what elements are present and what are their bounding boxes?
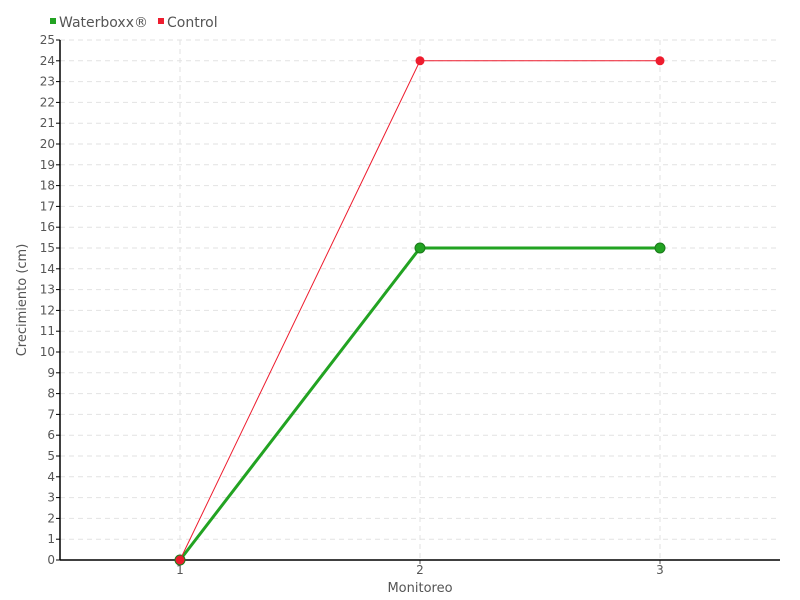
legend-label[interactable]: Waterboxx® — [59, 15, 148, 31]
y-tick-label: 19 — [40, 158, 55, 172]
y-tick-label: 7 — [47, 407, 55, 421]
x-tick-label: 3 — [656, 563, 664, 577]
x-tick-label: 1 — [176, 563, 184, 577]
y-tick-label: 8 — [47, 387, 55, 401]
data-point-waterboxx — [654, 242, 666, 254]
y-tick-label: 22 — [40, 95, 55, 109]
y-tick-label: 5 — [47, 449, 55, 463]
y-tick-label: 24 — [40, 54, 55, 68]
y-tick-label: 15 — [40, 241, 55, 255]
y-tick-label: 9 — [47, 366, 55, 380]
data-point-control — [415, 56, 425, 66]
data-point-control — [655, 56, 665, 66]
y-tick-label: 23 — [40, 75, 55, 89]
y-tick-label: 3 — [47, 491, 55, 505]
y-axis-label: Crecimiento (cm) — [15, 244, 30, 357]
y-tick-label: 14 — [40, 262, 55, 276]
y-tick-label: 17 — [40, 199, 55, 213]
x-axis-label: Monitoreo — [387, 581, 452, 596]
data-point-control — [175, 555, 185, 565]
y-tick-label: 4 — [47, 470, 55, 484]
y-tick-label: 20 — [40, 137, 55, 151]
y-tick-label: 11 — [40, 324, 55, 338]
y-tick-label: 16 — [40, 220, 55, 234]
y-tick-label: 6 — [47, 428, 55, 442]
legend[interactable]: Waterboxx® Control — [50, 15, 218, 31]
legend-swatch — [157, 18, 164, 24]
x-tick-label: 2 — [416, 563, 424, 577]
y-tick-label: 0 — [47, 553, 55, 567]
y-tick-label: 21 — [40, 116, 55, 130]
y-tick-label: 2 — [47, 511, 55, 525]
y-tick-label: 10 — [40, 345, 55, 359]
y-tick-label: 1 — [47, 532, 55, 546]
axes: 0123456789101112131415161718192021222324… — [40, 33, 780, 577]
series — [174, 56, 666, 566]
legend-swatch — [50, 18, 56, 24]
y-tick-label: 12 — [40, 303, 55, 317]
y-tick-label: 18 — [40, 179, 55, 193]
legend-label[interactable]: Control — [167, 15, 218, 31]
y-tick-label: 25 — [40, 33, 55, 47]
y-tick-label: 13 — [40, 283, 55, 297]
grid — [60, 39, 780, 560]
data-point-waterboxx — [414, 242, 426, 254]
